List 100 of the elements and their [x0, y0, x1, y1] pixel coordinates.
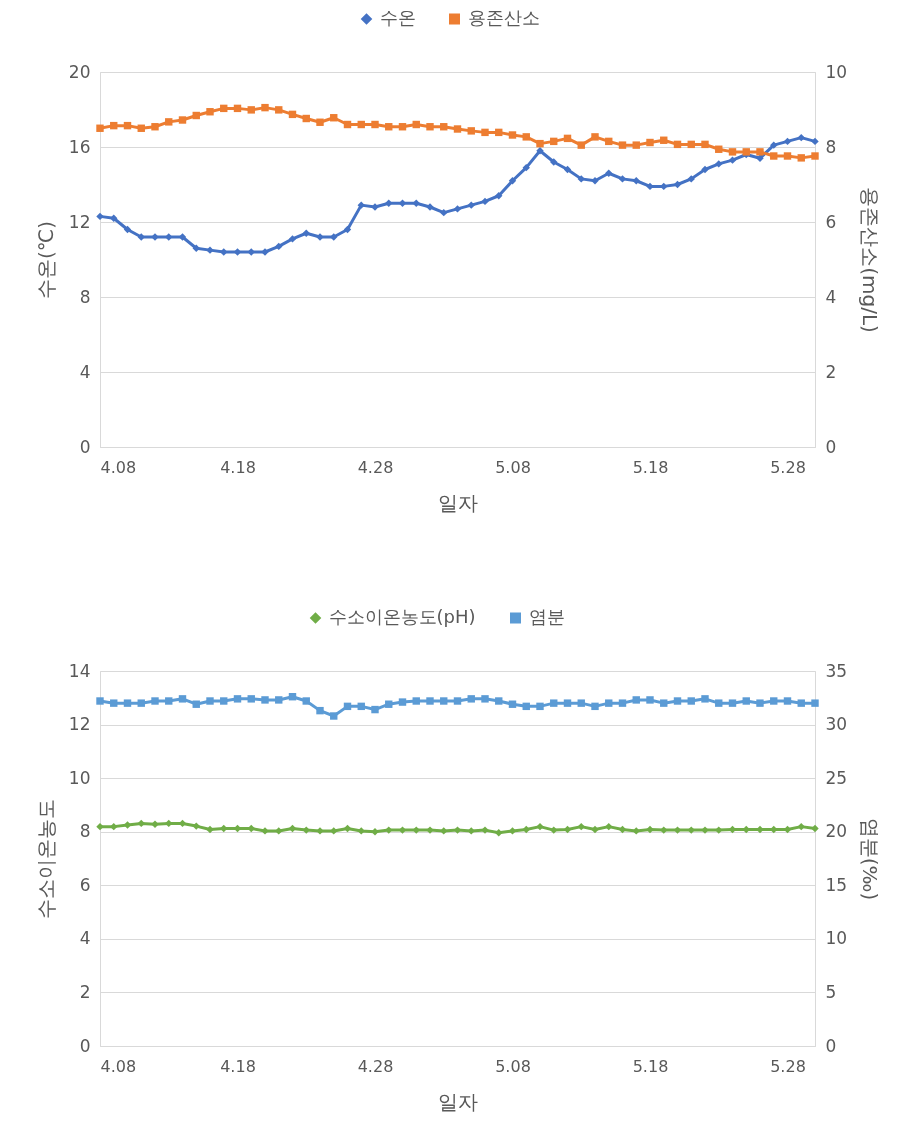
- y2-tick-label: 8: [825, 136, 837, 157]
- y2-tick-label: 20: [825, 821, 848, 842]
- point: [811, 137, 819, 146]
- point: [701, 165, 709, 174]
- x-tick-label: 5.28: [770, 457, 806, 477]
- point: [137, 819, 145, 828]
- point: [343, 225, 352, 234]
- point: [316, 706, 324, 715]
- point: [632, 177, 640, 185]
- point: [577, 175, 585, 183]
- point: [440, 697, 448, 705]
- point: [522, 163, 530, 172]
- y2-tick-label: 10: [825, 928, 848, 949]
- point: [550, 826, 558, 834]
- point: [701, 140, 709, 149]
- point: [522, 133, 530, 141]
- y-tick-label: 4: [79, 928, 91, 949]
- point: [550, 699, 558, 707]
- x-tick-label: 4.08: [100, 1056, 137, 1076]
- point: [728, 699, 737, 707]
- point: [536, 822, 544, 831]
- point: [783, 137, 792, 146]
- point: [96, 212, 104, 221]
- point: [783, 152, 792, 160]
- point: [467, 827, 475, 835]
- point: [302, 229, 310, 237]
- point: [137, 699, 145, 707]
- y2-tick-label: 25: [825, 767, 848, 788]
- y-tick-label: 0: [79, 436, 91, 457]
- point: [646, 825, 654, 834]
- point: [192, 822, 200, 830]
- point: [371, 705, 379, 714]
- point: [412, 697, 420, 705]
- point: [563, 165, 572, 174]
- y-tick-label: 14: [68, 660, 91, 681]
- point: [605, 699, 613, 707]
- y-axis-title: 수소이온농도: [33, 799, 58, 919]
- y-tick-label: 8: [79, 286, 91, 307]
- point: [412, 826, 420, 834]
- y2-tick-label: 0: [825, 436, 837, 457]
- y-tick-label: 10: [68, 767, 91, 788]
- y2-axis-title: 염분(‰): [858, 817, 883, 901]
- point: [110, 699, 118, 707]
- point: [481, 128, 489, 137]
- point: [123, 699, 132, 707]
- point: [605, 169, 613, 177]
- point: [687, 826, 695, 834]
- point: [261, 696, 269, 704]
- point: [687, 175, 695, 183]
- point: [178, 116, 187, 124]
- point: [178, 695, 187, 703]
- point: [275, 242, 283, 251]
- point: [96, 697, 104, 705]
- y2-tick-label: 0: [825, 1035, 837, 1056]
- y2-tick-label: 35: [825, 660, 848, 681]
- point: [192, 244, 200, 252]
- point: [646, 182, 654, 191]
- point: [275, 696, 283, 704]
- point: [385, 199, 393, 207]
- x-tick-label: 4.18: [220, 457, 256, 477]
- y-tick-label: 12: [68, 714, 91, 735]
- point: [715, 699, 723, 707]
- y-tick-label: 2: [79, 981, 91, 1002]
- point: [96, 822, 104, 831]
- x-tick-label: 5.18: [632, 1056, 669, 1076]
- point: [770, 152, 778, 160]
- point: [811, 824, 819, 833]
- point: [797, 822, 805, 831]
- point: [302, 826, 310, 834]
- y2-tick-label: 10: [825, 61, 848, 82]
- point: [536, 139, 544, 148]
- point: [660, 826, 668, 834]
- x-tick-label: 4.18: [220, 1056, 256, 1076]
- point: [632, 696, 640, 704]
- x-axis-title: 일자: [438, 490, 478, 515]
- point: [467, 201, 475, 209]
- point: [110, 822, 118, 831]
- point: [591, 133, 599, 141]
- point: [481, 695, 489, 703]
- point: [330, 712, 338, 720]
- point: [522, 825, 530, 834]
- point: [660, 182, 668, 191]
- point: [536, 702, 544, 711]
- point: [756, 148, 764, 156]
- point: [233, 695, 242, 703]
- point: [385, 826, 393, 834]
- point: [165, 118, 173, 126]
- y-tick-label: 4: [79, 361, 91, 382]
- point: [797, 154, 805, 162]
- point: [440, 827, 448, 835]
- point: [742, 697, 750, 705]
- point: [206, 825, 214, 834]
- legend-label: 수온: [379, 7, 416, 28]
- x-tick-label: 4.08: [100, 457, 137, 477]
- point: [110, 214, 118, 222]
- point: [481, 197, 489, 206]
- point: [687, 697, 695, 705]
- point: [275, 106, 283, 114]
- point: [756, 825, 764, 834]
- point: [508, 177, 517, 185]
